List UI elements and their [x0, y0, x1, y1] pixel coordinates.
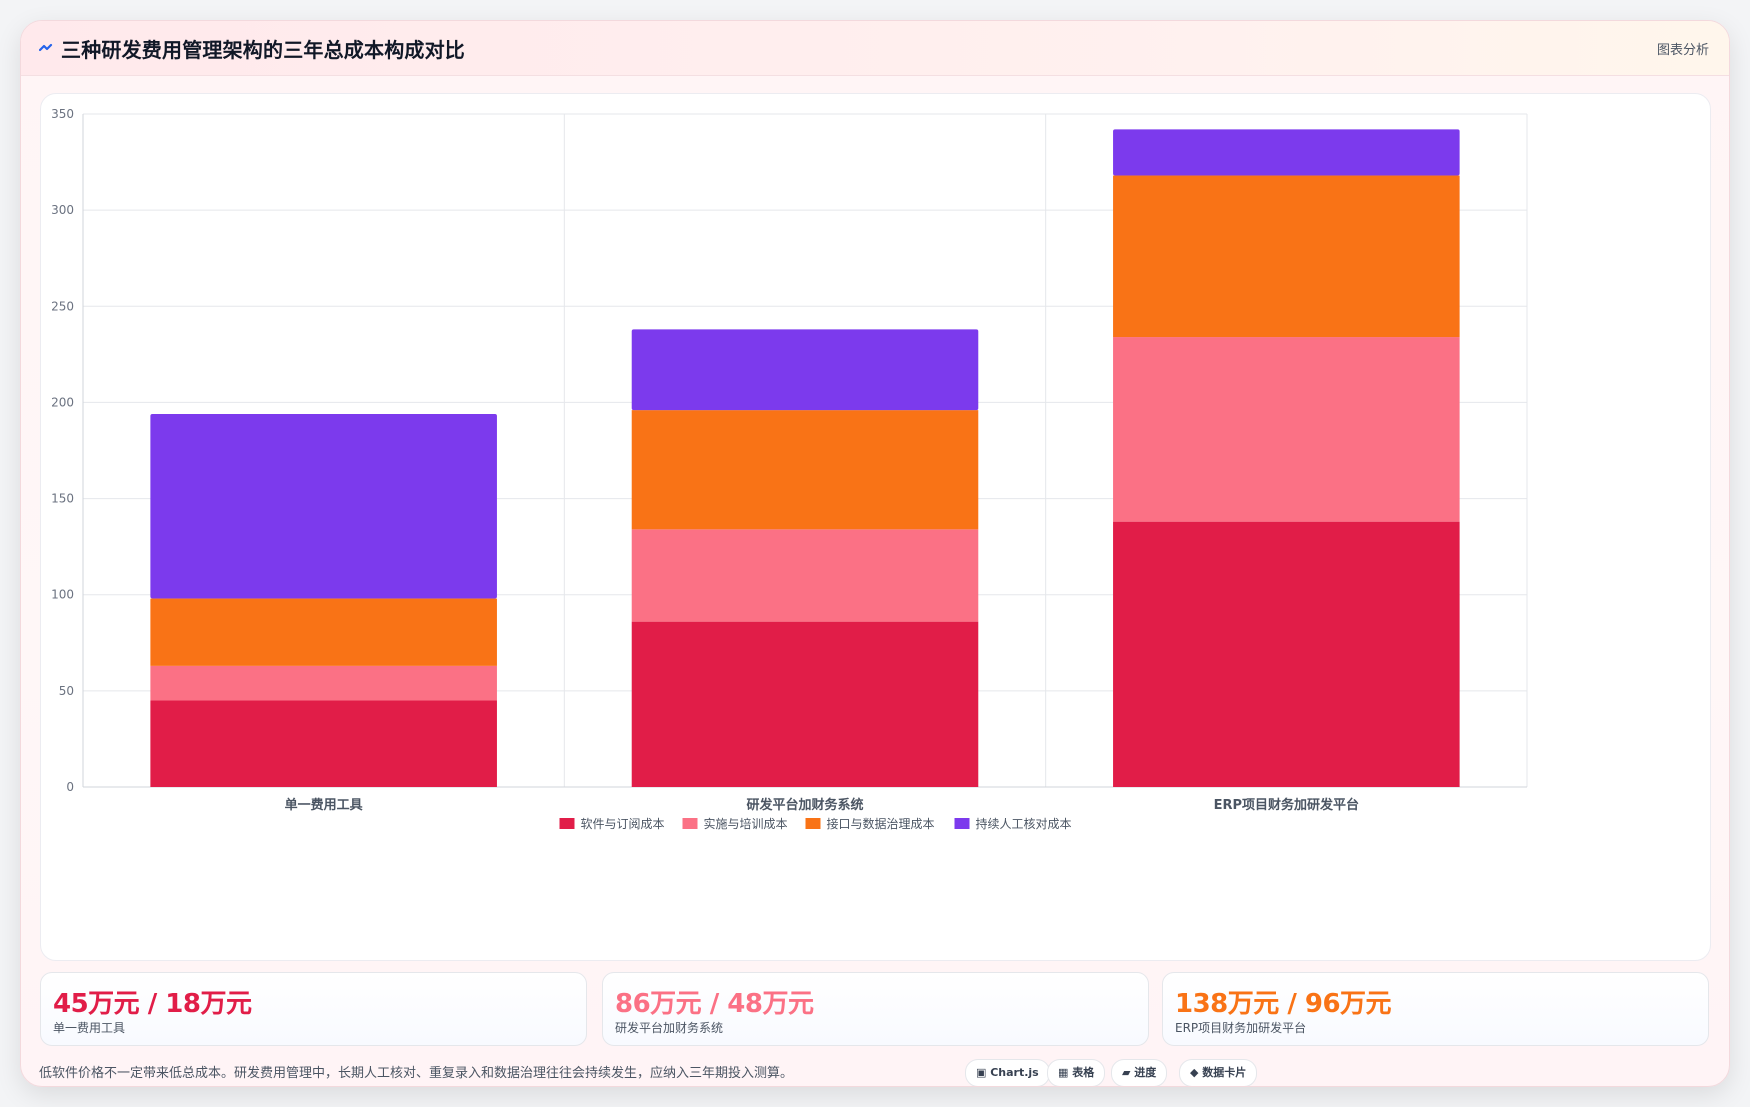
stat-cards: 45万元 / 18万元 单一费用工具 86万元 / 48万元 研发平台加财务系统…: [40, 972, 1710, 1046]
stacked-bar-chart: 0 50 100 150 200 250 300 350 单一费用工具 研发平台加财务系统 ERP项…: [51, 107, 1528, 831]
chart-card: 三种研发费用管理架构的三年总成本构成对比 图表分析 0 50 100 150 200 25…: [20, 20, 1730, 1087]
stat-card-single-tool: 45万元 / 18万元 单一费用工具: [40, 972, 587, 1046]
stat-value: 45万元 / 18万元: [53, 989, 252, 1019]
y-tick-label: 200: [51, 395, 74, 409]
stat-card-platform-finance: 86万元 / 48万元 研发平台加财务系统: [602, 972, 1149, 1046]
x-tick-label: 单一费用工具: [285, 797, 363, 813]
y-tick-label: 50: [59, 684, 74, 698]
y-tick-label: 0: [66, 780, 74, 794]
bar-segment: [1113, 521, 1460, 787]
bar-segment: [631, 410, 979, 530]
badge-progress[interactable]: ▰ 进度: [1111, 1059, 1168, 1086]
bar-segment: [150, 665, 497, 701]
bar-segment: [1113, 175, 1460, 338]
y-tick-label: 350: [51, 107, 74, 121]
legend-label: 持续人工核对成本: [976, 816, 1072, 831]
legend-swatch: [954, 818, 970, 829]
stat-value: 86万元 / 48万元: [615, 989, 814, 1019]
bar-segment: [631, 529, 979, 622]
legend-label: 接口与数据治理成本: [827, 816, 935, 831]
legend-swatch: [559, 818, 575, 829]
y-tick-label: 300: [51, 203, 74, 217]
chart-analysis-button[interactable]: 图表分析: [1656, 43, 1709, 58]
legend-swatch: [805, 818, 821, 829]
stat-label: 研发平台加财务系统: [615, 1021, 724, 1035]
stat-card-erp-platform: 138万元 / 96万元 ERP项目财务加研发平台: [1162, 972, 1709, 1046]
bar-segment: [150, 700, 497, 787]
x-tick-label: 研发平台加财务系统: [746, 797, 863, 813]
bar-segment: [1113, 129, 1460, 176]
stat-value: 138万元 / 96万元: [1175, 989, 1392, 1019]
card-header: 三种研发费用管理架构的三年总成本构成对比 图表分析: [21, 21, 1729, 76]
y-tick-label: 150: [51, 492, 74, 506]
badge-chartjs[interactable]: ▣ Chart.js: [965, 1059, 1050, 1086]
badge-table[interactable]: ▦ 表格: [1047, 1059, 1106, 1086]
bar-segment: [150, 413, 497, 599]
bar-segment: [150, 598, 497, 666]
legend-swatch: [682, 818, 698, 829]
y-tick-label: 100: [51, 588, 74, 602]
stat-label: ERP项目财务加研发平台: [1175, 1021, 1307, 1035]
stat-label: 单一费用工具: [53, 1021, 126, 1035]
legend-label: 实施与培训成本: [704, 816, 788, 831]
y-tick-label: 250: [51, 299, 74, 313]
footer-note: 低软件价格不一定带来低总成本。研发费用管理中，长期人工核对、重复录入和数据治理往…: [39, 1066, 794, 1081]
bar-segment: [631, 621, 979, 787]
legend-label: 软件与订阅成本: [581, 817, 665, 831]
bar-segment: [1113, 337, 1460, 522]
bar-segment: [631, 329, 979, 411]
chart-panel: 0 50 100 150 200 250 300 350 单一费用工具 研发平台加财务系统 ERP项…: [40, 93, 1711, 961]
page-title: 三种研发费用管理架构的三年总成本构成对比: [61, 38, 465, 62]
badge-data-card[interactable]: ◆ 数据卡片: [1179, 1059, 1258, 1086]
trend-icon: [39, 43, 53, 52]
x-tick-label: ERP项目财务加研发平台: [1214, 797, 1359, 813]
